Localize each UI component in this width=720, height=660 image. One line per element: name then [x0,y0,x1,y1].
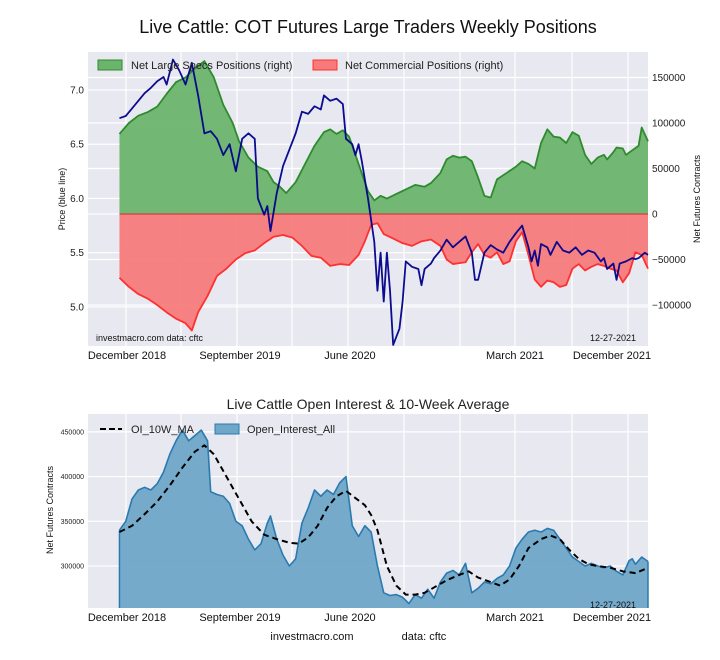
x-tick-label: March 2021 [486,350,544,362]
x-tick-label: December 2018 [88,612,166,624]
x-tick-label: June 2020 [324,350,375,362]
x-tick-label: March 2021 [486,612,544,624]
x-tick-label: December 2021 [573,350,651,362]
positions-lines [118,58,649,346]
open-interest-area [119,430,648,608]
legend-swatch-specs [97,59,123,71]
price-tick-label: 6.5 [70,140,84,151]
specs-line [118,60,649,202]
legend-swatch-oi [214,423,240,435]
contracts-tick-label: −50000 [652,255,686,266]
legend-label-ma: OI_10W_MA [131,424,195,436]
oi-lines [118,429,649,608]
price-axis-ticks: 7.0 6.5 6.0 5.5 5.0 [70,85,84,313]
oi-tick-label: 450000 [61,429,84,436]
date-note-bottom: 12-27-2021 [590,600,636,610]
commercial-area [119,214,648,331]
legend-label-oi: Open_Interest_All [247,424,335,436]
price-tick-label: 5.0 [70,302,84,313]
oi-tick-label: 350000 [61,519,84,526]
legend-label-commercial: Net Commercial Positions (right) [345,60,503,72]
oi-tick-label: 300000 [61,563,84,570]
price-tick-label: 6.0 [70,194,84,205]
price-axis-label: Price (blue line) [57,168,67,231]
legend-label-specs: Net Large Specs Positions (right) [131,60,292,72]
contracts-tick-label: 100000 [652,118,686,129]
date-note-top: 12-27-2021 [590,333,636,343]
positions-x-ticks: December 2018 September 2019 June 2020 Marc… [88,350,651,362]
open-interest-line [118,429,649,605]
main-chart-title: Live Cattle: COT Futures Large Traders W… [139,17,597,37]
price-tick-label: 5.5 [70,248,84,259]
contracts-tick-label: 50000 [652,164,680,175]
legend-swatch-commercial [312,59,338,71]
source-note: investmacro.com data: cftc [96,333,204,343]
contracts-axis-ticks: 150000 100000 50000 0 −100000 −50000 [652,73,692,312]
x-tick-label: June 2020 [324,612,375,624]
footer-source: data: cftc [402,631,447,643]
contracts-tick-label: 0 [652,210,658,221]
contracts-axis-label: Net Futures Contracts [692,154,702,243]
x-tick-label: December 2018 [88,350,166,362]
oi-tick-label: 400000 [61,474,84,481]
x-tick-label: September 2019 [199,612,280,624]
footer-site: investmacro.com [270,631,353,643]
moving-average-line [119,444,649,596]
x-tick-label: December 2021 [573,612,651,624]
commercial-line [118,222,649,332]
price-line [119,58,649,346]
oi-axis-label: Net Futures Contracts [45,465,55,554]
x-tick-label: September 2019 [199,350,280,362]
oi-chart-title: Live Cattle Open Interest & 10-Week Aver… [227,396,510,412]
positions-legend: Net Large Specs Positions (right) Net Co… [97,59,503,72]
oi-axis-ticks: 450000 400000 350000 300000 [61,429,84,570]
specs-area [119,61,648,215]
oi-x-ticks: December 2018 September 2019 June 2020 Marc… [88,612,651,624]
price-tick-label: 7.0 [70,85,84,96]
oi-legend: OI_10W_MA Open_Interest_All [100,423,335,436]
contracts-tick-label: 150000 [652,73,686,84]
positions-plot [88,52,649,346]
contracts-tick-label: −100000 [652,301,692,312]
positions-areas [119,61,648,331]
oi-areas [119,430,648,608]
oi-plot [88,414,649,608]
